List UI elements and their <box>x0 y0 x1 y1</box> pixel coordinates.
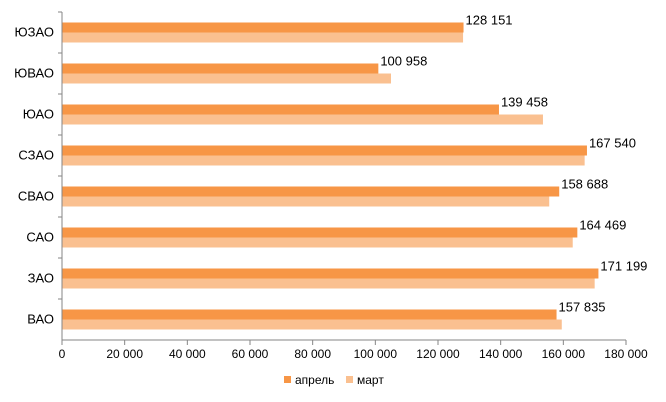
category-label: СВАО <box>18 189 54 204</box>
bar-april <box>62 104 499 115</box>
data-label: 167 540 <box>589 136 636 151</box>
category-label: ЮЗАО <box>15 25 54 40</box>
category-label: САО <box>26 230 54 245</box>
bar-march <box>62 73 391 84</box>
category-label: ЮАО <box>23 107 54 122</box>
bar-march <box>62 319 562 330</box>
data-label: 158 688 <box>561 177 608 192</box>
data-label: 157 835 <box>559 300 606 315</box>
bar-april <box>62 22 464 33</box>
legend: апрель март <box>284 373 384 387</box>
category-label: ЗАО <box>28 271 54 286</box>
bar-april <box>62 145 587 156</box>
bar-april <box>62 268 599 279</box>
bar-march <box>62 278 595 289</box>
data-label: 100 958 <box>380 54 427 69</box>
bar-april <box>62 227 578 238</box>
x-tick-label: 160 000 <box>542 347 586 361</box>
x-tick-label: 0 <box>59 347 66 361</box>
legend-label-april: апрель <box>295 373 334 387</box>
bar-april <box>62 186 560 197</box>
data-label: 164 469 <box>579 218 626 233</box>
category-label: ВАО <box>27 312 54 327</box>
x-tick-label: 140 000 <box>479 347 523 361</box>
bar-april <box>62 63 379 74</box>
x-tick-label: 100 000 <box>354 347 398 361</box>
legend-swatch-april <box>284 376 291 383</box>
bar-march <box>62 196 550 207</box>
data-label: 171 199 <box>600 259 647 274</box>
bar-march <box>62 237 573 248</box>
legend-swatch-march <box>346 376 353 383</box>
x-tick-label: 60 000 <box>232 347 269 361</box>
bar-march <box>62 155 585 166</box>
x-tick-label: 40 000 <box>169 347 206 361</box>
x-tick-label: 20 000 <box>106 347 143 361</box>
data-label: 128 151 <box>466 13 513 28</box>
bar-april <box>62 309 557 320</box>
x-tick-label: 80 000 <box>294 347 331 361</box>
legend-label-march: март <box>357 373 384 387</box>
bar-march <box>62 32 464 43</box>
x-tick-label: 180 000 <box>604 347 648 361</box>
x-tick-label: 120 000 <box>416 347 460 361</box>
category-label: ЮВАО <box>14 66 54 81</box>
data-label: 139 458 <box>501 95 548 110</box>
bar-march <box>62 114 543 125</box>
category-label: СЗАО <box>18 148 54 163</box>
plot-area: ЮЗАО 128 151 ЮВАО 100 958 ЮАО 139 458 СЗАО 167 … <box>14 11 648 361</box>
